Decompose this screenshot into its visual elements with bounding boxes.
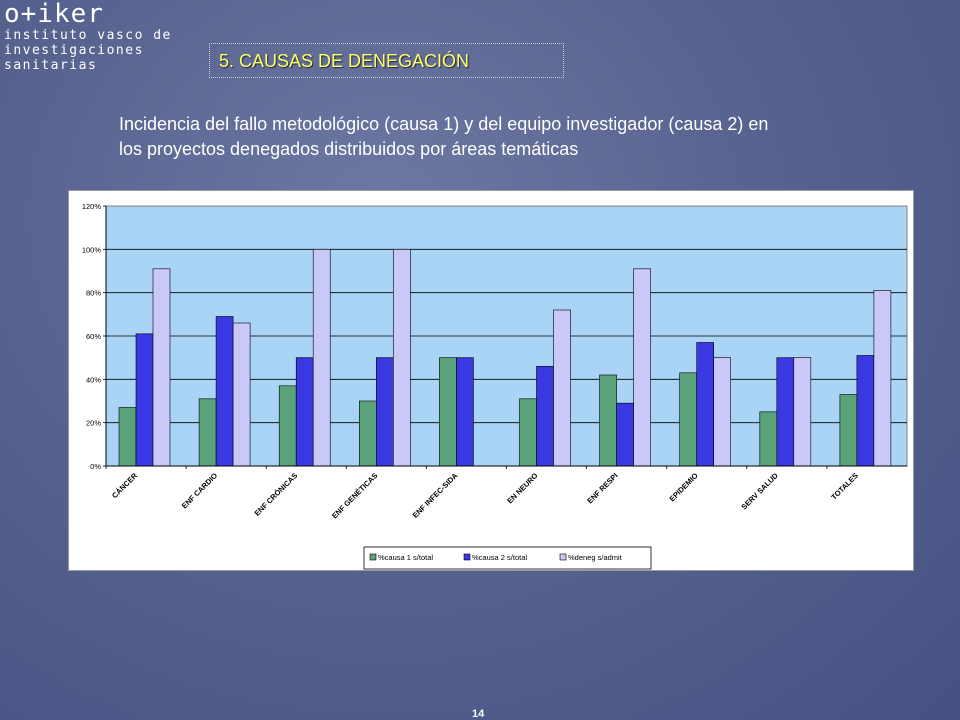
- bar-1: [439, 357, 457, 467]
- y-tick-label: 100%: [82, 245, 102, 254]
- logo: o+iker instituto vasco de investigacione…: [4, 0, 172, 73]
- bar-2: [696, 342, 715, 467]
- bar-2: [375, 357, 394, 467]
- bar-2: [215, 316, 234, 467]
- logo-mark: o+iker: [4, 0, 104, 29]
- bar-chart: 0%20%40%60%80%100%120%CÁNCER ENF CARDIO EN…: [68, 190, 914, 571]
- bar-3: [793, 357, 812, 467]
- legend-label-2: %causa 2 s/total: [472, 553, 527, 562]
- bar-2: [456, 357, 474, 467]
- legend-swatch-3: [559, 553, 567, 561]
- legend-swatch-1: [369, 553, 377, 561]
- bar-1: [358, 400, 377, 467]
- bar-2: [856, 355, 875, 467]
- bar-1: [519, 398, 537, 467]
- bar-2: [776, 357, 795, 467]
- legend: [363, 546, 652, 570]
- bar-3: [232, 322, 251, 467]
- bar-2: [616, 402, 634, 467]
- y-tick-label: 20%: [86, 419, 101, 428]
- y-tick-label: 60%: [86, 332, 101, 341]
- bar-1: [599, 374, 617, 467]
- legend-label-1: %causa 1 s/total: [378, 553, 433, 562]
- slide-title-box: 5. CAUSAS DE DENEGACIÓN: [209, 43, 564, 78]
- bar-1: [839, 394, 858, 467]
- bar-2: [536, 366, 554, 467]
- y-tick-label: 0%: [90, 462, 101, 471]
- bar-3: [312, 249, 331, 467]
- slide-title: 5. CAUSAS DE DENEGACIÓN: [219, 51, 470, 71]
- chart-container: 0% 20% 40% 60% 80% 100% 120% CÁNCER ENF CARDIO EN…: [68, 190, 914, 571]
- bar-3: [873, 290, 892, 467]
- bar-3: [553, 309, 571, 467]
- bar-2: [135, 333, 154, 467]
- bar-1: [679, 372, 698, 467]
- subtitle-line-2: los proyectos denegados distribuidos por…: [119, 139, 579, 159]
- logo-line-2: investigaciones: [4, 43, 144, 58]
- bar-1: [198, 398, 217, 467]
- legend-swatch-2: [463, 553, 471, 561]
- bar-2: [295, 357, 314, 467]
- page-number: 14: [472, 708, 485, 720]
- bar-3: [633, 268, 651, 467]
- bar-3: [713, 357, 732, 467]
- y-tick-label: 40%: [86, 375, 101, 384]
- y-tick-label: 80%: [86, 289, 101, 298]
- logo-line-3: sanitarias: [4, 58, 98, 73]
- bar-1: [759, 411, 778, 467]
- bar-1: [118, 407, 137, 467]
- bar-1: [278, 385, 297, 467]
- legend-label-3: %deneg s/admit: [568, 553, 623, 562]
- logo-line-1: instituto vasco de: [4, 28, 172, 43]
- slide-subtitle: Incidencia del fallo metodológico (causa…: [119, 112, 919, 162]
- y-tick-label: 120%: [82, 202, 102, 211]
- bar-3: [152, 268, 171, 467]
- subtitle-line-1: Incidencia del fallo metodológico (causa…: [119, 114, 769, 134]
- bar-3: [392, 249, 411, 467]
